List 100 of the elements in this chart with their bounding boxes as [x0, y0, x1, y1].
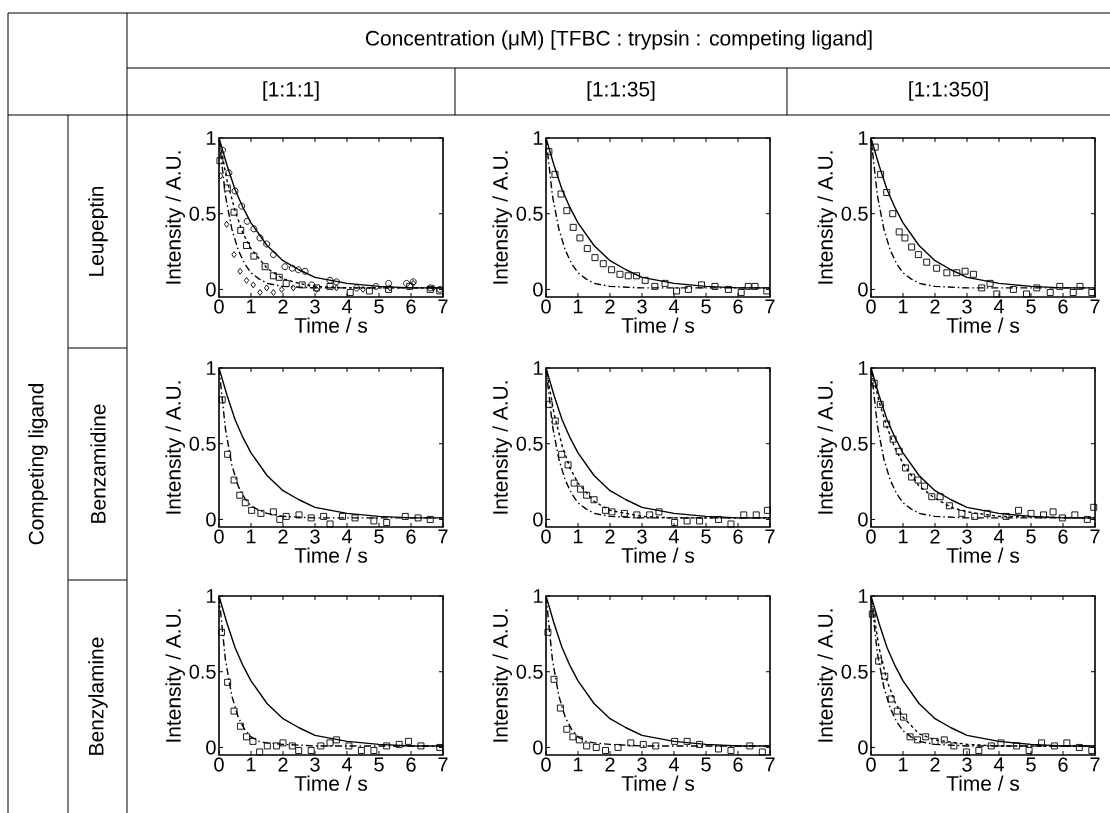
- x-tick-label: 5: [1026, 757, 1036, 772]
- y-tick-label: 0: [858, 740, 868, 755]
- y-tick-label: 0: [533, 512, 543, 527]
- x-tick-label: 4: [341, 529, 352, 544]
- x-tick-label: 3: [310, 299, 320, 314]
- x-tick-label: 3: [637, 529, 647, 544]
- category-label: Benzylamine: [88, 637, 108, 755]
- y-tick-label: 0.5: [841, 436, 868, 451]
- x-tick-label: 6: [1058, 299, 1068, 314]
- x-tick-label: 7: [765, 299, 775, 314]
- x-tick-label: 4: [993, 757, 1004, 772]
- x-tick-label: 6: [406, 529, 416, 544]
- x-tick-label: 2: [605, 299, 615, 314]
- x-tick-label: 1: [246, 299, 256, 314]
- text: Concentration (μM) [TFBC : trypsin : competing ligand]: [365, 30, 872, 50]
- x-tick-label: 1: [246, 529, 256, 544]
- x-tick-label: 1: [573, 757, 583, 772]
- x-tick-label: 4: [668, 529, 679, 544]
- x-tick-label: 6: [406, 757, 416, 772]
- y-tick-label: 0: [533, 282, 543, 297]
- x-axis-title: Time / s: [621, 547, 695, 563]
- y-axis-title: Intensity / A.U.: [817, 609, 837, 742]
- x-tick-label: 3: [962, 529, 972, 544]
- x-tick-label: 3: [637, 299, 647, 314]
- y-axis-title: Intensity / A.U.: [817, 381, 837, 514]
- x-tick-label: 6: [1058, 529, 1068, 544]
- y-tick-label: 0: [206, 740, 216, 755]
- category-label: Benzamidine: [90, 404, 106, 523]
- x-axis-title: Time / s: [946, 317, 1020, 333]
- y-tick-label: 1: [858, 589, 868, 603]
- y-tick-label: 1: [858, 131, 868, 145]
- category-label: [1:1:35]: [587, 81, 655, 101]
- x-tick-label: 6: [733, 299, 743, 314]
- y-tick-label: 0: [206, 282, 216, 297]
- x-tick-label: 5: [1026, 529, 1036, 544]
- x-tick-label: 7: [1090, 529, 1100, 544]
- x-tick-label: 2: [278, 529, 288, 544]
- x-tick-label: 4: [668, 299, 679, 314]
- x-tick-label: 7: [438, 529, 448, 544]
- x-tick-label: 6: [733, 529, 743, 544]
- y-tick-label: 1: [206, 361, 216, 375]
- y-tick-label: 1: [533, 589, 543, 603]
- x-tick-label: 5: [374, 757, 384, 772]
- y-axis-title: Intensity / A.U.: [817, 151, 837, 284]
- x-tick-label: 4: [668, 757, 679, 772]
- x-tick-label: 3: [637, 757, 647, 772]
- x-axis-title: Time / s: [294, 547, 368, 563]
- x-tick-label: 2: [930, 757, 940, 772]
- x-tick-label: 2: [930, 529, 940, 544]
- x-tick-label: 1: [898, 757, 908, 772]
- x-tick-label: 7: [438, 299, 448, 314]
- x-tick-label: 6: [1058, 757, 1068, 772]
- y-tick-label: 0: [206, 512, 216, 527]
- x-axis-title: Time / s: [621, 317, 695, 333]
- y-tick-label: 0: [858, 282, 868, 297]
- x-tick-label: 4: [993, 529, 1004, 544]
- y-tick-label: 0.5: [516, 436, 543, 451]
- y-axis-title: Intensity / A.U.: [492, 609, 512, 742]
- x-tick-label: 5: [701, 529, 711, 544]
- x-axis-title: Time / s: [294, 775, 368, 791]
- x-tick-label: 4: [993, 299, 1004, 314]
- x-tick-label: 3: [962, 299, 972, 314]
- x-tick-label: 7: [438, 757, 448, 772]
- x-tick-label: 5: [374, 299, 384, 314]
- x-tick-label: 2: [605, 529, 615, 544]
- y-tick-label: 1: [533, 361, 543, 375]
- x-tick-label: 2: [278, 299, 288, 314]
- text: Competing ligand: [28, 384, 48, 545]
- y-tick-label: 0.5: [516, 206, 543, 221]
- x-tick-label: 5: [1026, 299, 1036, 314]
- x-tick-label: 7: [765, 529, 775, 544]
- x-tick-label: 1: [246, 757, 256, 772]
- y-axis-title: Intensity / A.U.: [492, 151, 512, 284]
- x-axis-title: Time / s: [946, 547, 1020, 563]
- y-tick-label: 0: [533, 740, 543, 755]
- y-tick-label: 1: [206, 589, 216, 603]
- x-tick-label: 1: [898, 529, 908, 544]
- x-axis-title: Time / s: [621, 775, 695, 791]
- category-label: [1:1:350]: [909, 81, 988, 101]
- y-tick-label: 1: [206, 131, 216, 145]
- y-tick-label: 0.5: [189, 664, 216, 679]
- y-tick-label: 0: [858, 512, 868, 527]
- y-axis-title: Intensity / A.U.: [165, 609, 185, 742]
- x-tick-label: 5: [374, 529, 384, 544]
- x-tick-label: 1: [898, 299, 908, 314]
- x-tick-label: 6: [733, 757, 743, 772]
- x-axis-title: Time / s: [946, 775, 1020, 791]
- x-tick-label: 3: [962, 757, 972, 772]
- x-tick-label: 1: [573, 529, 583, 544]
- x-tick-label: 3: [310, 529, 320, 544]
- y-tick-label: 0.5: [189, 206, 216, 221]
- x-tick-label: 7: [765, 757, 775, 772]
- x-tick-label: 3: [310, 757, 320, 772]
- x-tick-label: 2: [930, 299, 940, 314]
- category-label: Leupeptin: [88, 186, 108, 276]
- x-tick-label: 2: [605, 757, 615, 772]
- x-tick-label: 5: [701, 299, 711, 314]
- x-tick-label: 1: [573, 299, 583, 314]
- y-axis-title: Intensity / A.U.: [165, 381, 185, 514]
- y-tick-label: 0.5: [189, 436, 216, 451]
